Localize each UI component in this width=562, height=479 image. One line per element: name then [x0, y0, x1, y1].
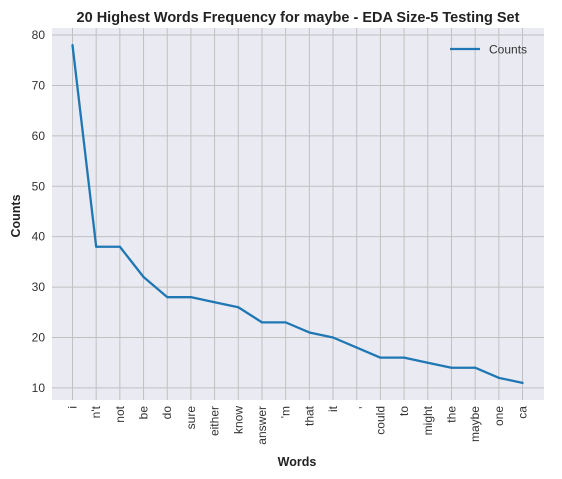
data-point — [118, 245, 121, 248]
data-point — [189, 296, 192, 299]
data-point — [332, 336, 335, 339]
y-tick-label: 70 — [32, 78, 46, 92]
data-point — [95, 245, 98, 248]
y-tick-label: 50 — [32, 179, 46, 193]
y-tick-label: 20 — [32, 330, 46, 344]
x-tick-label: , — [350, 406, 364, 409]
data-point — [450, 366, 453, 369]
chart-title: 20 Highest Words Frequency for maybe - E… — [77, 10, 520, 26]
data-point — [308, 331, 311, 334]
x-tick-label: ca — [516, 406, 530, 419]
x-tick-label: might — [421, 405, 435, 435]
series-line — [71, 43, 524, 385]
x-tick-label: it — [326, 405, 340, 412]
data-point — [142, 276, 145, 279]
grid-lines — [52, 28, 544, 400]
x-tick-label: n't — [89, 405, 103, 418]
x-axis-title: Words — [278, 455, 317, 469]
x-tick-label: maybe — [468, 406, 482, 442]
data-point — [355, 346, 358, 349]
x-tick-label: be — [137, 406, 151, 420]
y-tick-label: 10 — [32, 381, 46, 395]
plot-area — [52, 28, 544, 400]
data-point — [521, 381, 524, 384]
x-tick-label: not — [113, 405, 127, 422]
y-tick-label: 30 — [32, 280, 46, 294]
x-tick-label: answer — [255, 406, 269, 445]
data-point — [403, 356, 406, 359]
x-tick-label: that — [302, 405, 316, 426]
x-tick-label: to — [397, 406, 411, 416]
x-tick-label: do — [160, 406, 174, 420]
y-tick-label: 80 — [32, 28, 46, 42]
y-axis-title: Counts — [9, 194, 23, 237]
data-point — [497, 376, 500, 379]
x-tick-label: 'm — [279, 406, 293, 418]
y-tick-label: 60 — [32, 129, 46, 143]
data-point — [213, 301, 216, 304]
data-point — [237, 306, 240, 309]
data-point — [71, 44, 74, 47]
x-axis: i n't not be do sure either know answer 'm that it,… — [66, 405, 530, 444]
data-point — [474, 366, 477, 369]
x-tick-label: one — [492, 406, 506, 426]
x-tick-label: sure — [184, 406, 198, 430]
x-tick-label: i — [66, 406, 80, 409]
legend: Counts — [450, 43, 527, 57]
data-point — [260, 321, 263, 324]
y-tick-label: 40 — [32, 230, 46, 244]
x-tick-label: could — [373, 406, 387, 435]
legend-label: Counts — [489, 43, 527, 57]
data-point — [166, 296, 169, 299]
x-tick-label: either — [208, 406, 222, 436]
series-layer — [71, 43, 524, 385]
x-tick-label: the — [444, 406, 458, 423]
data-point — [379, 356, 382, 359]
x-tick-label: know — [231, 406, 245, 434]
data-point — [284, 321, 287, 324]
y-axis: 10 20 30 40 50 60 70 80 — [32, 28, 46, 395]
data-point — [426, 361, 429, 364]
